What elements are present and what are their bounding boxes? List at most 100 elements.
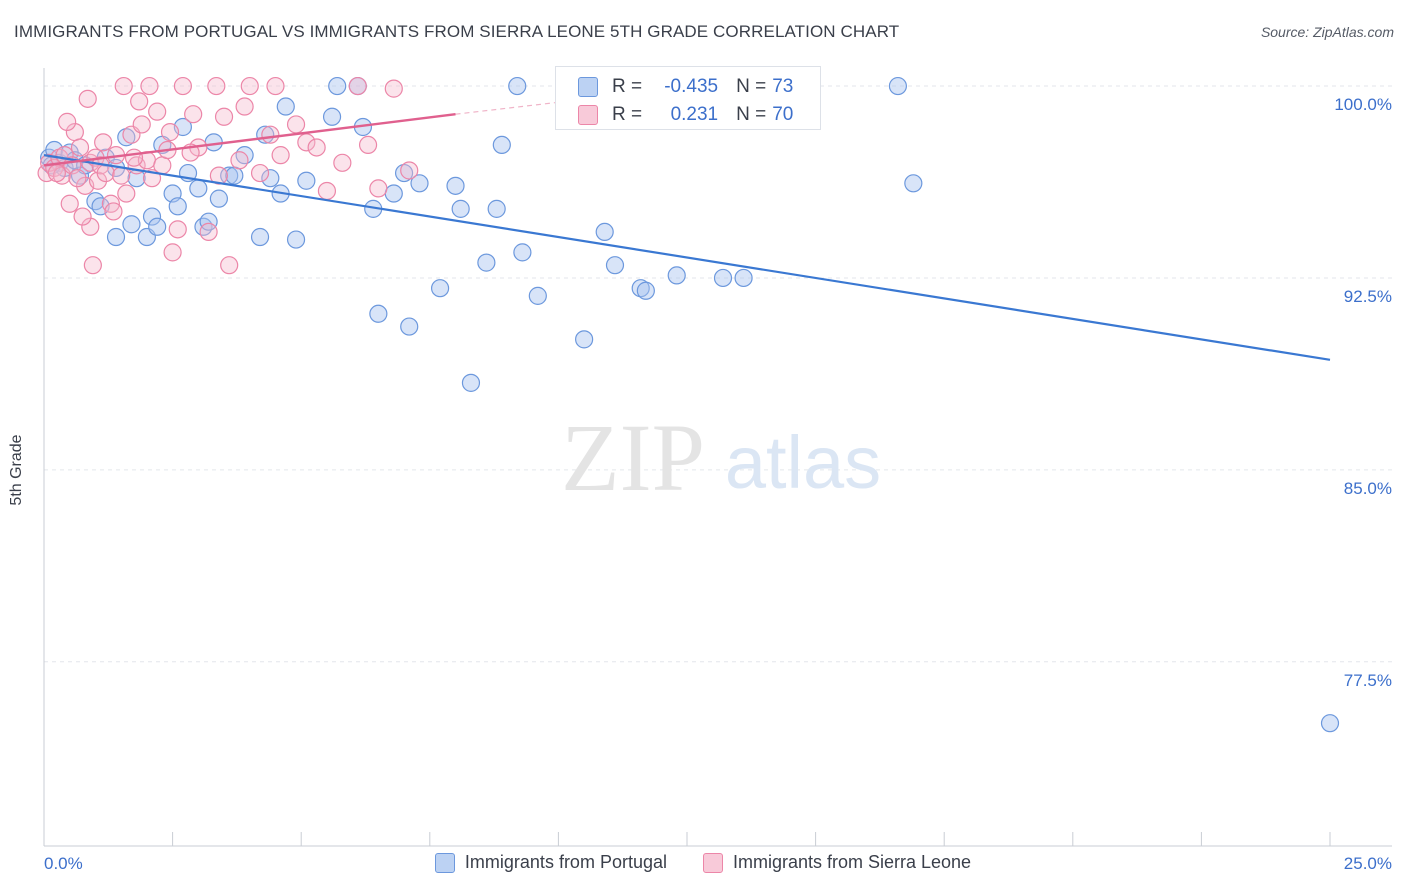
portugal-point bbox=[148, 217, 167, 236]
portugal-point bbox=[142, 207, 162, 226]
y-tick-label: 77.5% bbox=[1344, 671, 1392, 690]
portugal-point bbox=[189, 179, 208, 198]
sierra-point bbox=[173, 76, 192, 96]
sierra-point bbox=[369, 179, 388, 198]
legend-sierra-swatch bbox=[702, 852, 723, 873]
portugal-point bbox=[106, 227, 126, 247]
portugal-point bbox=[261, 169, 280, 188]
portugal-point bbox=[461, 373, 481, 392]
sierra-point bbox=[78, 89, 97, 108]
legend-sierra-label: Immigrants from Sierra Leone bbox=[732, 852, 972, 872]
sierra-swatch bbox=[578, 105, 598, 125]
legend-portugal-swatch bbox=[434, 852, 455, 873]
sierra-point bbox=[250, 163, 270, 183]
y-tick-label: 85.0% bbox=[1344, 479, 1392, 498]
axes bbox=[43, 68, 1392, 847]
sierra-point bbox=[261, 125, 280, 144]
portugal-point bbox=[492, 135, 511, 155]
sierra-n-value: 70 bbox=[772, 104, 794, 125]
legend: Immigrants from Portugal Immigrants from… bbox=[0, 852, 1406, 873]
sierra-point bbox=[130, 92, 149, 111]
sierra-trend-line bbox=[43, 113, 456, 167]
portugal-point bbox=[400, 317, 419, 336]
sierra-point bbox=[73, 207, 92, 226]
sierra-r-label: R = bbox=[612, 104, 643, 125]
portugal-point bbox=[394, 163, 414, 183]
portugal-point bbox=[384, 184, 403, 203]
sierra-point bbox=[83, 256, 102, 275]
portugal-point bbox=[225, 166, 244, 185]
portugal-swatch bbox=[578, 77, 598, 97]
portugal-point bbox=[904, 174, 923, 193]
sierra-r-value: 0.231 bbox=[670, 104, 719, 125]
portugal-point bbox=[446, 176, 465, 195]
sierra-point bbox=[140, 76, 159, 96]
sierra-point bbox=[240, 76, 259, 96]
sierra-point bbox=[94, 133, 113, 152]
portugal-point bbox=[250, 227, 270, 247]
sierra-point bbox=[168, 220, 187, 239]
portugal-point bbox=[322, 107, 342, 126]
portugal-r-label: R = bbox=[612, 76, 643, 97]
portugal-point bbox=[631, 279, 650, 298]
portugal-point bbox=[410, 174, 429, 193]
stats-row-sierra: R = 0.231 N = 70 bbox=[556, 101, 793, 129]
sierra-point bbox=[153, 156, 172, 175]
sierra-point bbox=[199, 222, 218, 242]
y-tick-label: 100.0% bbox=[1334, 95, 1392, 114]
watermark: ZIP atlas bbox=[561, 404, 881, 511]
portugal-point bbox=[70, 166, 90, 185]
sierra-point bbox=[235, 97, 254, 116]
sierra-point bbox=[400, 161, 419, 180]
sierra-point bbox=[214, 107, 234, 126]
sierra-point bbox=[58, 112, 77, 131]
legend-item-sierra[interactable]: Immigrants from Sierra Leone bbox=[702, 852, 972, 873]
sierra-point bbox=[384, 79, 403, 98]
sierra-point bbox=[68, 169, 87, 188]
portugal-point bbox=[508, 76, 527, 96]
portugal-point bbox=[636, 281, 655, 300]
portugal-point bbox=[194, 217, 213, 236]
portugal-r-value: -0.435 bbox=[664, 76, 719, 97]
watermark-zip: ZIP bbox=[561, 404, 705, 511]
portugal-point bbox=[713, 268, 733, 288]
gridlines bbox=[44, 85, 1392, 663]
portugal-point bbox=[605, 256, 625, 275]
watermark-atlas: atlas bbox=[725, 421, 881, 504]
sierra-point bbox=[266, 76, 285, 96]
sierra-point bbox=[230, 151, 249, 170]
legend-portugal-label: Immigrants from Portugal bbox=[464, 852, 667, 872]
x-tick-label-max: 25.0% bbox=[1344, 854, 1392, 873]
sierra-point bbox=[148, 102, 167, 121]
portugal-point bbox=[451, 199, 470, 218]
sierra-point bbox=[88, 171, 108, 190]
sierra-point bbox=[117, 184, 136, 203]
sierra-point bbox=[124, 148, 144, 167]
sierra-point bbox=[307, 138, 326, 157]
portugal-point bbox=[513, 243, 532, 262]
portugal-point bbox=[168, 197, 187, 216]
series-sierra-points bbox=[37, 76, 419, 275]
stats-box: R = -0.435 N = 73 R = 0.231 N = 70 bbox=[555, 66, 821, 130]
stats-row-portugal: R = -0.435 N = 73 bbox=[556, 73, 793, 101]
portugal-point bbox=[430, 279, 450, 298]
sierra-point bbox=[114, 76, 133, 96]
tick-labels: 77.5% 85.0% 92.5% 100.0% 0.0% 25.0% bbox=[44, 95, 1392, 873]
sierra-point bbox=[81, 217, 100, 236]
portugal-point bbox=[117, 128, 136, 147]
sierra-point bbox=[317, 181, 337, 201]
portugal-point bbox=[286, 230, 306, 249]
sierra-point bbox=[70, 138, 90, 157]
sierra-point bbox=[207, 76, 226, 96]
sierra-point bbox=[348, 76, 367, 96]
portugal-point bbox=[209, 189, 228, 208]
sierra-point bbox=[104, 202, 123, 221]
portugal-point bbox=[297, 171, 316, 190]
portugal-point bbox=[528, 286, 547, 305]
chart-title: IMMIGRANTS FROM PORTUGAL VS IMMIGRANTS F… bbox=[14, 22, 900, 41]
sierra-point bbox=[358, 135, 378, 155]
y-tick-label: 92.5% bbox=[1344, 287, 1392, 306]
sierra-point bbox=[286, 115, 306, 134]
legend-item-portugal[interactable]: Immigrants from Portugal bbox=[434, 852, 667, 873]
